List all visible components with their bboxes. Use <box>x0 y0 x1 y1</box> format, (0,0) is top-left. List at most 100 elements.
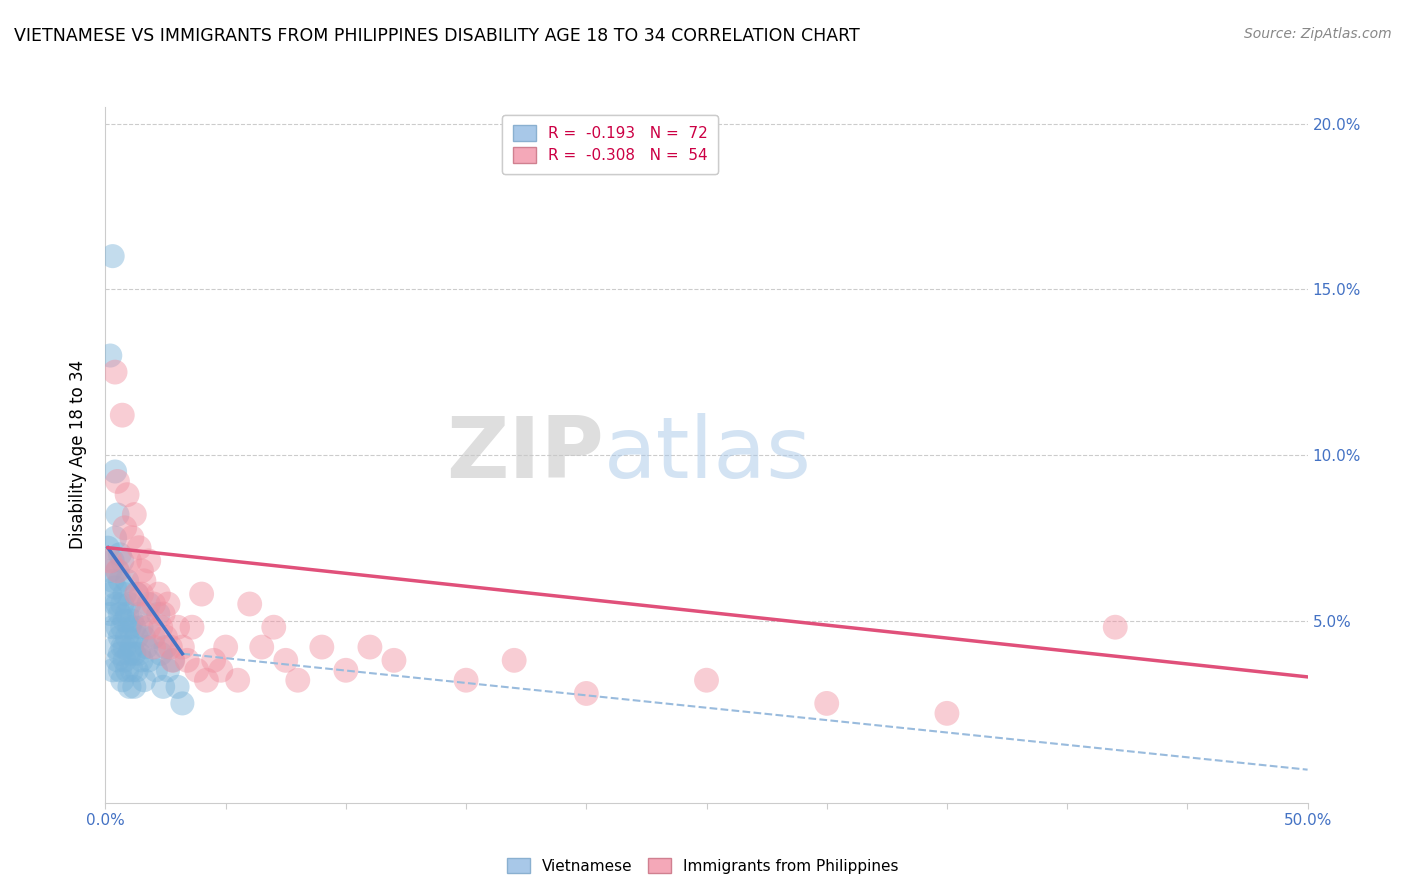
Point <box>148 587 170 601</box>
Point <box>101 663 124 677</box>
Point <box>132 673 155 688</box>
Point <box>250 640 273 654</box>
Point <box>162 653 184 667</box>
Point <box>186 663 208 677</box>
Point <box>156 597 179 611</box>
Point <box>239 597 262 611</box>
Point <box>104 640 127 654</box>
Point <box>135 607 157 621</box>
Point <box>108 547 131 561</box>
Text: Source: ZipAtlas.com: Source: ZipAtlas.com <box>1244 27 1392 41</box>
Point <box>138 653 160 667</box>
Point <box>121 640 143 654</box>
Point <box>125 587 148 601</box>
Point <box>135 640 157 654</box>
Point <box>138 597 160 611</box>
Point <box>111 597 134 611</box>
Point <box>115 607 138 621</box>
Point <box>131 587 153 601</box>
Point <box>107 597 129 611</box>
Point <box>118 597 141 611</box>
Point <box>114 521 136 535</box>
Point <box>162 653 184 667</box>
Point <box>107 475 129 489</box>
Point <box>454 673 477 688</box>
Point <box>101 554 124 568</box>
Point <box>124 508 146 522</box>
Point <box>131 620 153 634</box>
Point <box>115 488 138 502</box>
Text: ZIP: ZIP <box>447 413 605 497</box>
Point <box>311 640 333 654</box>
Point <box>111 408 134 422</box>
Point <box>111 554 134 568</box>
Point <box>114 614 136 628</box>
Point <box>138 620 160 634</box>
Point <box>138 554 160 568</box>
Point <box>359 640 381 654</box>
Point <box>111 673 134 688</box>
Point <box>128 541 150 555</box>
Point <box>575 686 598 700</box>
Point <box>202 653 225 667</box>
Point <box>98 607 121 621</box>
Point <box>142 597 165 611</box>
Point <box>125 587 148 601</box>
Point <box>152 680 174 694</box>
Point <box>815 697 838 711</box>
Point <box>118 554 141 568</box>
Point <box>107 564 129 578</box>
Point <box>128 607 150 621</box>
Point <box>142 640 165 654</box>
Point <box>115 574 138 588</box>
Point <box>115 663 138 677</box>
Point <box>121 531 143 545</box>
Point <box>503 653 526 667</box>
Point <box>98 554 121 568</box>
Point <box>214 640 236 654</box>
Point <box>121 663 143 677</box>
Point <box>98 587 121 601</box>
Point <box>101 574 124 588</box>
Point <box>98 564 121 578</box>
Point <box>132 630 155 644</box>
Point <box>104 465 127 479</box>
Point <box>335 663 357 677</box>
Point <box>226 673 249 688</box>
Point <box>172 697 194 711</box>
Point <box>209 663 232 677</box>
Legend: Vietnamese, Immigrants from Philippines: Vietnamese, Immigrants from Philippines <box>501 852 905 880</box>
Point <box>132 574 155 588</box>
Legend: R =  -0.193   N =  72, R =  -0.308   N =  54: R = -0.193 N = 72, R = -0.308 N = 54 <box>502 115 718 174</box>
Point <box>101 249 124 263</box>
Point <box>166 680 188 694</box>
Point <box>696 673 718 688</box>
Point <box>131 564 153 578</box>
Point <box>166 620 188 634</box>
Point <box>382 653 405 667</box>
Point <box>111 640 134 654</box>
Y-axis label: Disability Age 18 to 34: Disability Age 18 to 34 <box>69 360 87 549</box>
Point <box>125 630 148 644</box>
Point <box>274 653 297 667</box>
Point <box>287 673 309 688</box>
Point <box>1104 620 1126 634</box>
Point <box>107 564 129 578</box>
Point <box>98 349 121 363</box>
Point <box>114 653 136 667</box>
Point <box>176 653 198 667</box>
Point <box>936 706 959 721</box>
Point <box>124 680 146 694</box>
Point <box>108 663 131 677</box>
Point <box>101 620 124 634</box>
Point <box>155 630 177 644</box>
Point <box>149 620 172 634</box>
Point <box>118 647 141 661</box>
Point <box>149 647 172 661</box>
Point <box>114 640 136 654</box>
Point <box>107 508 129 522</box>
Point <box>107 620 129 634</box>
Point <box>111 620 134 634</box>
Point <box>142 630 165 644</box>
Point <box>131 653 153 667</box>
